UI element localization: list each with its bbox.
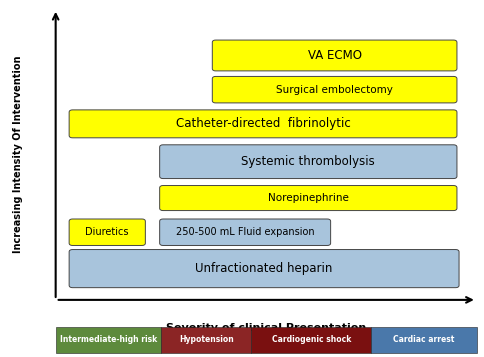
Text: Surgical embolectomy: Surgical embolectomy xyxy=(276,85,393,95)
Text: Severity of clinical Presentation: Severity of clinical Presentation xyxy=(166,323,366,333)
Text: Catheter-directed  fibrinolytic: Catheter-directed fibrinolytic xyxy=(176,117,350,130)
Text: 250-500 mL Fluid expansion: 250-500 mL Fluid expansion xyxy=(176,227,315,237)
Text: VA ECMO: VA ECMO xyxy=(308,49,362,62)
FancyBboxPatch shape xyxy=(212,40,457,71)
FancyBboxPatch shape xyxy=(160,219,331,246)
FancyBboxPatch shape xyxy=(212,76,457,103)
FancyBboxPatch shape xyxy=(160,145,457,178)
Text: Norepinephrine: Norepinephrine xyxy=(268,193,349,203)
Text: Intermediate-high risk: Intermediate-high risk xyxy=(60,335,157,345)
Text: Increasing Intensity Of Intervention: Increasing Intensity Of Intervention xyxy=(13,56,23,253)
Text: Hypotension: Hypotension xyxy=(179,335,234,345)
FancyBboxPatch shape xyxy=(69,219,145,246)
FancyBboxPatch shape xyxy=(160,186,457,211)
Text: Cardiogenic shock: Cardiogenic shock xyxy=(272,335,351,345)
Text: Cardiac arrest: Cardiac arrest xyxy=(393,335,455,345)
FancyBboxPatch shape xyxy=(69,250,459,288)
Text: Diuretics: Diuretics xyxy=(86,227,129,237)
Text: Systemic thrombolysis: Systemic thrombolysis xyxy=(242,155,375,168)
FancyBboxPatch shape xyxy=(69,110,457,138)
Text: Unfractionated heparin: Unfractionated heparin xyxy=(196,262,333,275)
